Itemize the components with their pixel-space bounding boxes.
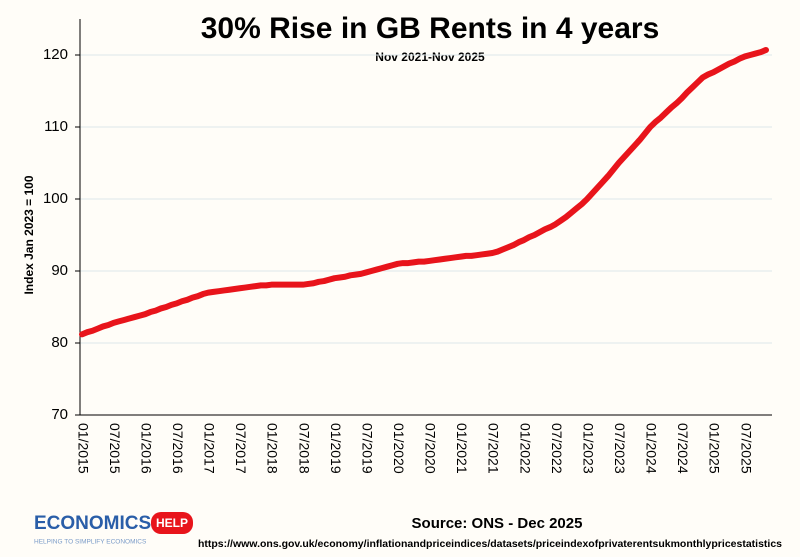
x-tick-label: 01/2019 — [328, 423, 344, 474]
x-tick-label: 07/2015 — [107, 423, 123, 474]
x-tick-label: 01/2016 — [138, 423, 154, 474]
y-tick-label: 70 — [51, 406, 68, 423]
logo-badge — [151, 512, 193, 534]
logo-badge-text: HELP — [156, 516, 188, 530]
x-tick-label: 01/2017 — [202, 423, 218, 474]
x-tick-label: 01/2024 — [644, 423, 660, 474]
x-tick-label: 07/2022 — [549, 423, 565, 474]
x-tick-label: 07/2018 — [296, 423, 312, 474]
y-tick-label: 110 — [44, 118, 68, 135]
x-tick-label: 01/2025 — [707, 423, 723, 474]
y-tick-label: 80 — [51, 334, 68, 351]
logo-text: ECONOMICS — [34, 513, 151, 534]
y-tick-label: 90 — [51, 262, 68, 279]
logo-tagline: HELPING TO SIMPLIFY ECONOMICS — [34, 539, 147, 546]
x-tick-label: 07/2023 — [612, 423, 628, 474]
x-tick-label: 01/2021 — [454, 423, 470, 474]
source-url: https://www.ons.gov.uk/economy/inflation… — [198, 538, 782, 550]
y-tick-label: 100 — [43, 190, 68, 207]
y-axis-label: Index Jan 2023 = 100 — [22, 175, 36, 294]
x-tick-label: 07/2017 — [233, 423, 249, 474]
x-tick-label: 07/2021 — [486, 423, 502, 474]
x-tick-label: 07/2025 — [738, 423, 754, 474]
x-tick-label: 01/2015 — [75, 423, 91, 474]
logo: ECONOMICS HELP HELPING TO SIMPLIFY ECONO… — [34, 512, 193, 546]
source: Source: ONS - Dec 2025 — [412, 515, 583, 532]
x-tick-label: 07/2020 — [423, 423, 439, 474]
x-tick-label: 07/2016 — [170, 423, 186, 474]
x-tick-label: 01/2018 — [265, 423, 281, 474]
x-tick-label: 01/2020 — [391, 423, 407, 474]
x-tick-label: 01/2022 — [517, 423, 533, 474]
x-tick-label: 07/2019 — [359, 423, 375, 474]
x-tick-label: 07/2024 — [675, 423, 691, 474]
data-line — [79, 46, 769, 338]
x-tick-label: 01/2023 — [580, 423, 596, 474]
chart-title: 30% Rise in GB Rents in 4 years — [201, 12, 660, 45]
y-tick-label: 120 — [43, 46, 68, 63]
chart-subtitle: Nov 2021-Nov 2025 — [375, 50, 485, 64]
